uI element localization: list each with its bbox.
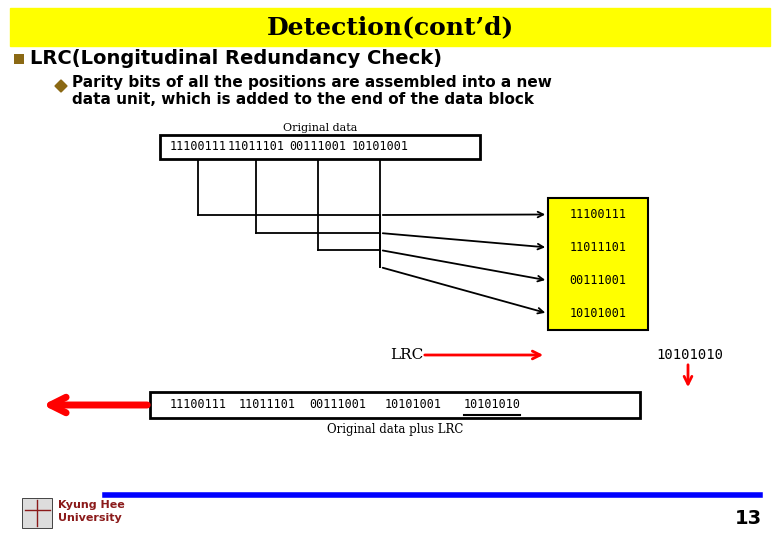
Text: 10101001: 10101001 [569,307,626,320]
Text: 11100111: 11100111 [569,208,626,221]
Text: 00111001: 00111001 [569,274,626,287]
Bar [14,54,24,64]
Text: 11100111: 11100111 [169,399,226,411]
Text: 13: 13 [735,509,762,528]
Text: Kyung Hee: Kyung Hee [58,500,125,510]
Text: University: University [58,513,122,523]
Text: 10101001: 10101001 [385,399,441,411]
Text: 10101001: 10101001 [352,140,409,153]
Text: Original data: Original data [283,123,357,133]
Text: Original data plus LRC: Original data plus LRC [327,423,463,436]
Text: 00111001: 00111001 [310,399,367,411]
Text: 11011101: 11011101 [239,399,296,411]
Bar [160,135,480,159]
Text: 10101010: 10101010 [463,399,520,411]
Bar [150,392,640,418]
Polygon shape [55,80,67,92]
Text: LRC: LRC [390,348,424,362]
Text: 11100111: 11100111 [169,140,226,153]
Bar [22,498,52,528]
Bar [548,198,648,330]
Text: 10101010: 10101010 [656,348,723,362]
Text: Parity bits of all the positions are assembled into a new: Parity bits of all the positions are ass… [72,76,552,91]
Text: 11011101: 11011101 [569,241,626,254]
Text: LRC(Longitudinal Redundancy Check): LRC(Longitudinal Redundancy Check) [30,50,442,69]
Text: 00111001: 00111001 [289,140,346,153]
Bar [10,8,770,46]
Text: data unit, which is added to the end of the data block: data unit, which is added to the end of … [72,91,534,106]
Text: 11011101: 11011101 [228,140,285,153]
Text: Detection(cont’d): Detection(cont’d) [267,15,513,39]
